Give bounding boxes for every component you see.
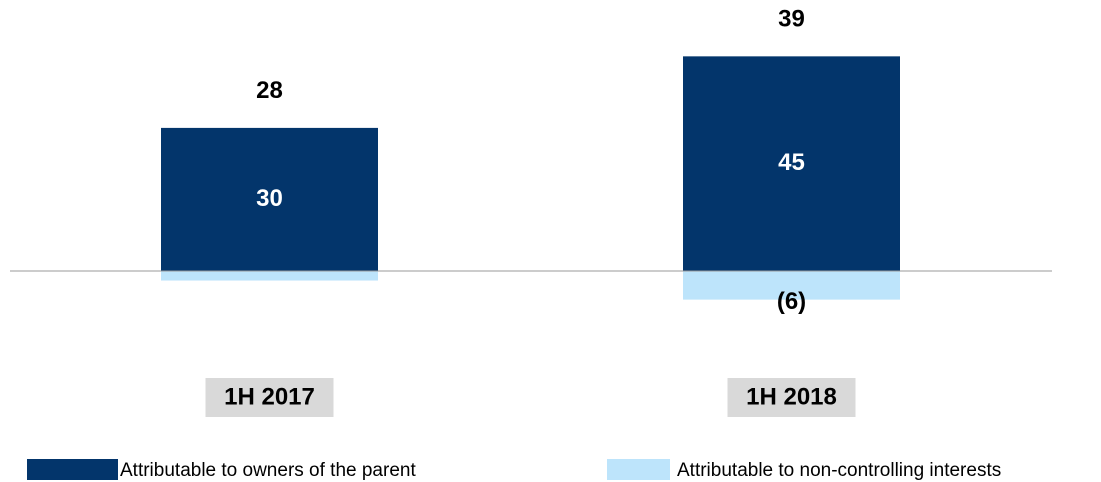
category-box <box>205 378 334 417</box>
total-label: 28 <box>256 77 283 104</box>
x-tick-label: 1H 2017 <box>224 383 315 410</box>
total-label: 39 <box>778 6 805 33</box>
bar-segment <box>683 56 900 271</box>
legend-label: Attributable to owners of the parent <box>120 460 416 481</box>
value-label: (6) <box>777 288 806 315</box>
value-label: 45 <box>778 149 805 176</box>
value-label: 30 <box>256 185 283 212</box>
legend-label: Attributable to non-controlling interest… <box>677 460 1001 481</box>
bar-segment <box>683 271 900 300</box>
legend-swatch <box>607 459 670 480</box>
x-tick-label: 1H 2018 <box>746 383 837 410</box>
bar-segment <box>161 271 378 281</box>
category-box <box>727 378 856 417</box>
bar-segment <box>161 127 378 272</box>
legend-swatch <box>27 459 118 480</box>
